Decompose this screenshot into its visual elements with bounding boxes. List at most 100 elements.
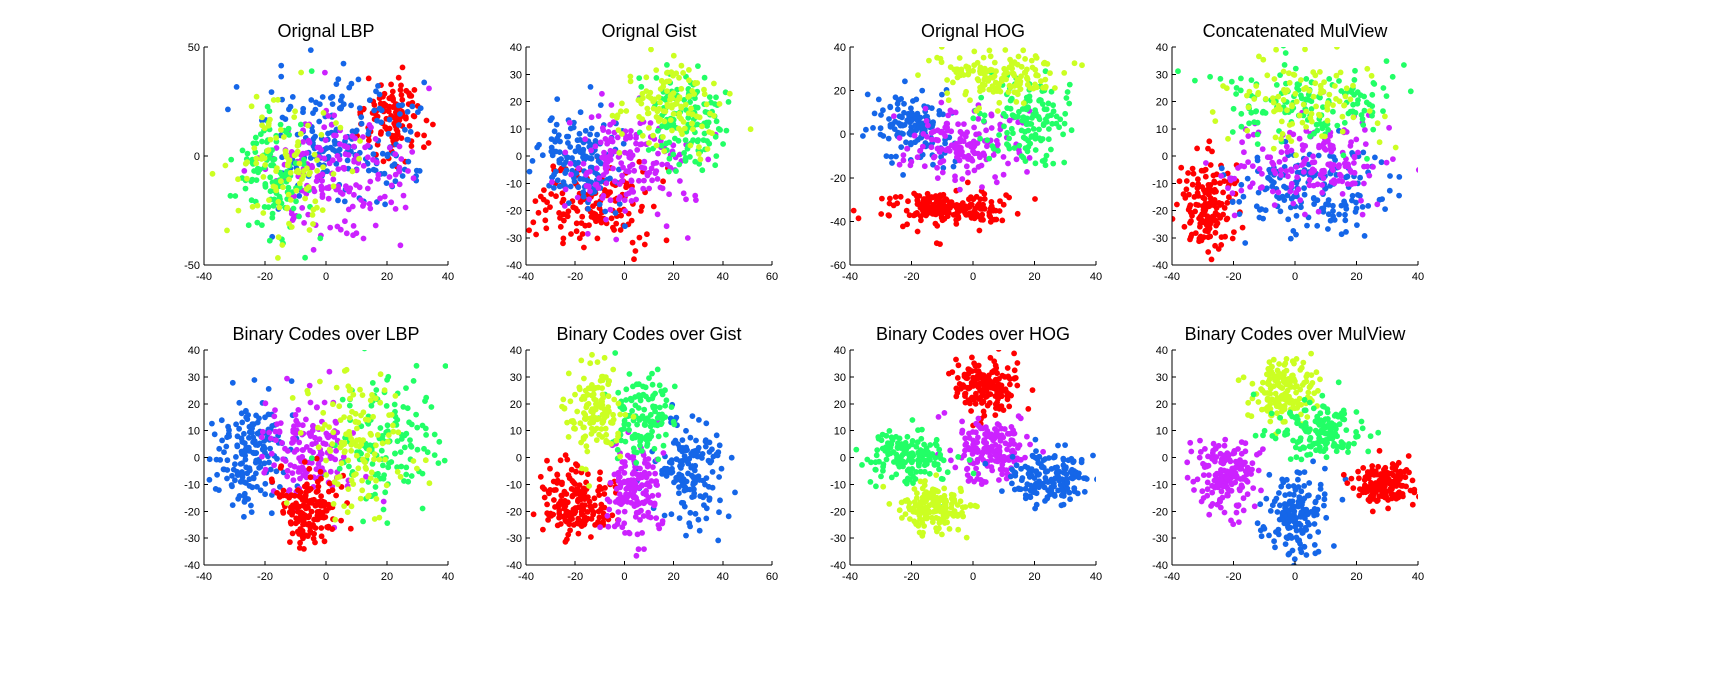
scatter-point	[1302, 47, 1308, 53]
scatter-point	[1231, 175, 1238, 182]
scatter-point	[587, 503, 593, 510]
scatter-point	[597, 469, 603, 476]
scatter-point	[1321, 167, 1327, 174]
scatter-point	[1011, 350, 1017, 357]
scatter-point	[975, 164, 982, 170]
scatter-point	[1183, 186, 1190, 193]
scatter-point	[1352, 67, 1358, 74]
scatter-point	[1271, 202, 1278, 209]
scatter-point	[966, 430, 972, 437]
scatter-point	[900, 223, 906, 230]
scatter-point	[1349, 192, 1356, 199]
scatter-point	[1052, 85, 1058, 91]
scatter-point	[1319, 189, 1326, 196]
scatter-point	[1330, 213, 1336, 220]
scatter-point	[375, 83, 381, 89]
scatter-point	[557, 138, 563, 145]
scatter-point	[1317, 121, 1324, 127]
scatter-point	[1284, 107, 1290, 114]
scatter-point	[331, 479, 338, 485]
scatter-point	[657, 116, 664, 123]
scatter-point	[282, 151, 289, 158]
scatter-point	[397, 449, 404, 455]
scatter-point	[639, 530, 645, 536]
scatter-point	[1278, 118, 1285, 125]
y-tick-label: 20	[510, 97, 522, 109]
scatter-point	[1000, 171, 1007, 178]
scatter-point	[1028, 57, 1035, 64]
scatter-point	[975, 362, 982, 369]
scatter-point	[413, 362, 420, 369]
y-tick-label: 0	[840, 129, 846, 141]
scatter-point	[597, 102, 604, 108]
scatter-point	[352, 410, 359, 417]
scatter-point	[888, 153, 895, 160]
scatter-point	[287, 197, 294, 203]
scatter-point	[397, 242, 404, 249]
scatter-point	[1181, 223, 1188, 230]
scatter-point	[308, 68, 315, 74]
scatter-point	[1308, 106, 1315, 112]
scatter-point	[647, 120, 654, 126]
scatter-panel-4: Concatenated MulView-40 -20 0 20 40-40-30-20…	[1152, 21, 1459, 283]
scatter-point	[377, 399, 384, 406]
scatter-point	[259, 222, 265, 229]
scatter-point	[1281, 183, 1287, 190]
scatter-point	[1024, 81, 1031, 88]
scatter-point	[1183, 178, 1190, 184]
scatter-point	[353, 437, 360, 444]
scatter-point	[380, 506, 387, 513]
scatter-point	[421, 144, 427, 151]
scatter-point	[995, 147, 1001, 154]
scatter-point	[1050, 160, 1057, 167]
points-group	[1172, 47, 1459, 263]
scatter-point	[969, 354, 975, 361]
scatter-point	[970, 67, 976, 74]
scatter-point	[1310, 195, 1317, 202]
scatter-point	[599, 419, 606, 425]
scatter-point	[870, 125, 876, 131]
scatter-point	[654, 176, 661, 182]
scatter-point	[1029, 387, 1036, 393]
scatter-point	[569, 478, 576, 484]
scatter-point	[542, 217, 549, 224]
scatter-point	[726, 90, 733, 97]
scatter-point	[394, 464, 400, 471]
scatter-point	[236, 425, 243, 432]
scatter-point	[984, 393, 991, 399]
scatter-point	[1046, 126, 1052, 132]
scatter-point	[633, 140, 639, 147]
scatter-point	[254, 219, 261, 226]
scatter-point	[576, 235, 583, 242]
scatter-point	[348, 503, 355, 510]
scatter-point	[678, 104, 685, 111]
scatter-point	[1016, 142, 1023, 149]
scatter-point	[670, 72, 676, 79]
scatter-point	[1319, 125, 1326, 132]
scatter-point	[1312, 80, 1319, 87]
scatter-point	[911, 190, 917, 197]
scatter-point	[352, 128, 359, 135]
scatter-point	[259, 122, 265, 129]
scatter-point	[325, 195, 332, 202]
scatter-point	[345, 457, 352, 464]
scatter-point	[601, 149, 607, 156]
scatter-point	[278, 73, 285, 80]
scatter-point	[618, 160, 625, 167]
scatter-point	[394, 468, 401, 475]
scatter-point	[666, 191, 672, 198]
scatter-point	[661, 148, 668, 155]
scatter-point	[1317, 82, 1324, 89]
scatter-point	[725, 99, 732, 105]
scatter-point	[1453, 197, 1459, 203]
scatter-point	[331, 434, 338, 440]
scatter-point	[414, 446, 421, 453]
scatter-point	[265, 411, 272, 418]
scatter-point	[676, 161, 683, 168]
scatter-point	[571, 510, 578, 517]
scatter-point	[1001, 453, 1007, 460]
scatter-point	[944, 77, 950, 83]
scatter-point	[325, 113, 332, 119]
y-tick-label: 40	[1156, 42, 1168, 54]
scatter-point	[978, 203, 984, 210]
